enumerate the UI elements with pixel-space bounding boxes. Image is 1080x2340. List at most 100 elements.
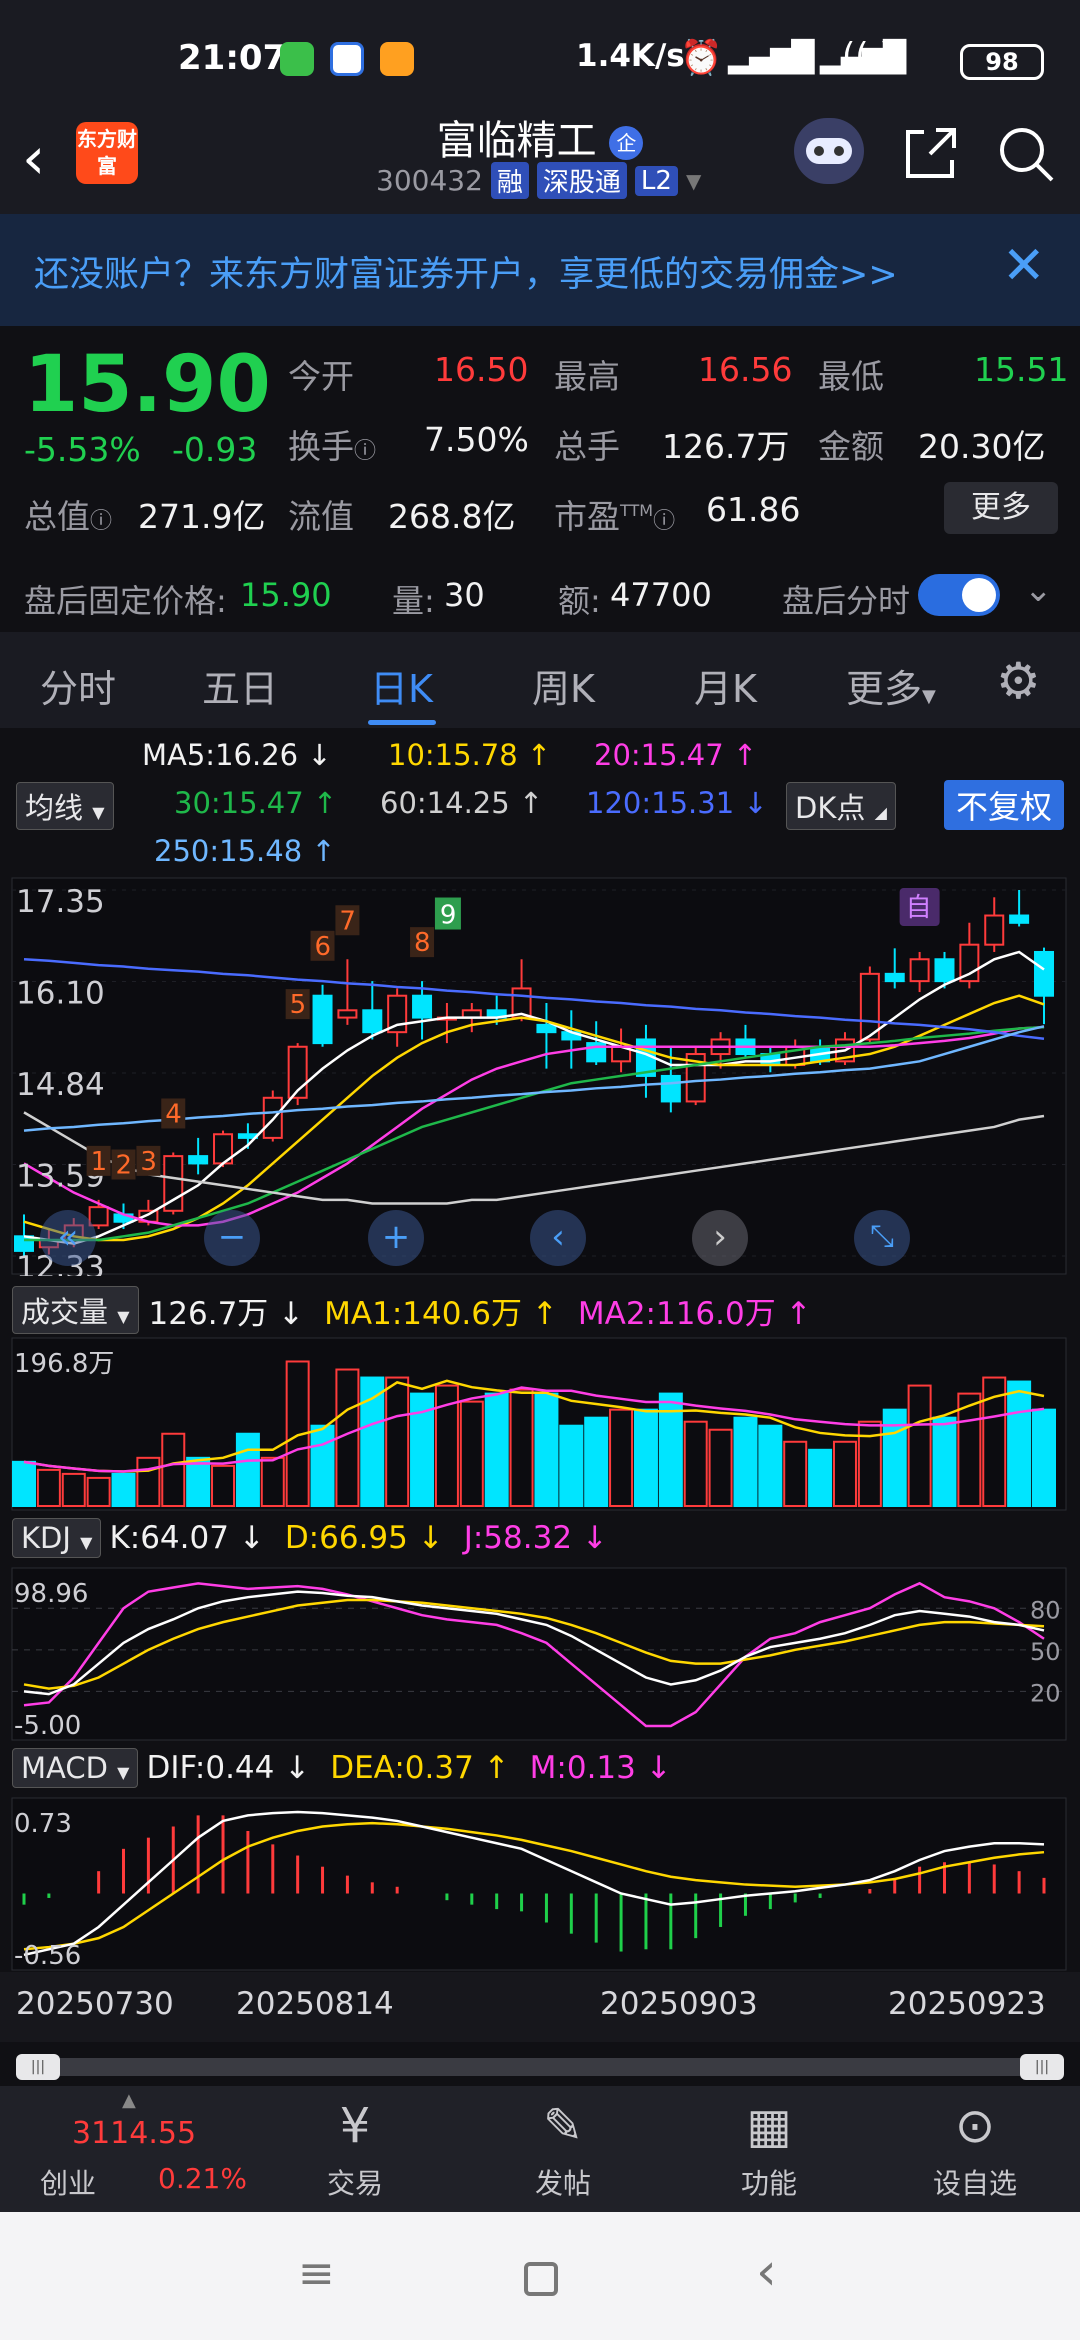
macd-chart[interactable]: 0.73 -0.56 <box>0 1796 1080 1972</box>
volume-ma2: MA2:116.0万 ↑ <box>577 1295 812 1332</box>
volume-button[interactable]: 成交量 ▼ <box>12 1286 139 1334</box>
chevron-left-icon[interactable]: ‹ <box>530 1210 586 1266</box>
volume-bar <box>235 1432 260 1507</box>
kdj_d-line <box>23 1598 1045 1690</box>
caret-down-icon[interactable]: ▼ <box>685 168 702 193</box>
info-icon[interactable]: ⓘ <box>90 509 113 534</box>
kdj-k: K:64.07 ↓ <box>109 1520 265 1556</box>
after-hours-vol-label: 量: <box>392 582 435 620</box>
eastmoney-logo: 东方财富 <box>76 122 138 184</box>
kdj-button[interactable]: KDJ ▼ <box>12 1518 102 1558</box>
count-marker: 5 <box>290 990 307 1020</box>
after-hours-toggle[interactable] <box>918 574 1000 616</box>
count-marker-bg <box>86 1145 111 1176</box>
volume-bar <box>808 1448 833 1507</box>
info-icon[interactable]: ⓘ <box>354 439 377 464</box>
range-scrollbar[interactable]: ||| ||| <box>16 2054 1064 2080</box>
volume-chart[interactable]: 196.8万 <box>0 1336 1080 1512</box>
scroll-handle-right[interactable]: ||| <box>1020 2054 1064 2080</box>
nav-add-watchlist[interactable]: ⊙ 设自选 <box>900 2098 1050 2202</box>
volume-value: 126.7万 ↓ <box>148 1295 305 1332</box>
chevrons-left-icon[interactable]: « <box>40 1210 96 1266</box>
nav-functions[interactable]: ▦ 功能 <box>694 2098 844 2202</box>
after-hours-toggle-label: 盘后分时 <box>782 582 911 620</box>
macd-button[interactable]: MACD ▼ <box>12 1748 139 1788</box>
ma30-label: 30:15.47 ↑ <box>174 786 338 820</box>
chevron-down-icon[interactable]: ⌄ <box>1024 570 1053 610</box>
volume-bar <box>857 1420 882 1507</box>
tab-5day[interactable]: 五日 <box>202 667 279 711</box>
volume-legend: 成交量 ▼ 126.7万 ↓ MA1:140.6万 ↑ MA2:116.0万 ↑ <box>12 1286 812 1334</box>
candle-body <box>312 994 333 1045</box>
settings-gear-icon[interactable]: ⚙ <box>996 652 1041 710</box>
volume-bar <box>658 1392 683 1508</box>
adjust-button[interactable]: 不复权 <box>944 780 1065 830</box>
expand-icon[interactable]: ⤡ <box>854 1210 910 1266</box>
tab-more[interactable]: 更多▼ <box>846 667 936 711</box>
count-marker-bg <box>285 989 310 1020</box>
volume-bar <box>61 1472 86 1508</box>
back-icon[interactable]: ‹ <box>756 2242 777 2302</box>
nav-trade[interactable]: ¥ 交易 <box>280 2098 430 2202</box>
candle-body <box>884 972 905 983</box>
period-tabs: 分时 五日 日K 周K 月K 更多▼ ⚙ <box>0 632 1080 728</box>
ma-button[interactable]: 均线 ▼ <box>16 782 114 830</box>
index-name[interactable]: 创业 <box>40 2167 97 2200</box>
stock-tags: 300432 融 深股通 L2 ▼ <box>376 162 701 199</box>
promo-banner[interactable]: 还没账户？来东方财富证券开户，享更低的交易佣金>> ✕ <box>0 214 1080 326</box>
home-icon[interactable] <box>524 2262 558 2296</box>
chevron-right-icon[interactable]: › <box>692 1210 748 1266</box>
kdj-chart[interactable]: 80 50 20 98.96 -5.00 <box>0 1566 1080 1742</box>
macd-top-tick: 0.73 <box>14 1809 72 1839</box>
more-button[interactable]: 更多 <box>944 482 1058 534</box>
menu-icon[interactable]: ≡ <box>298 2248 335 2299</box>
ma120-label: 120:15.31 ↓ <box>586 786 768 820</box>
kdj-level-label: 50 <box>1030 1638 1061 1666</box>
volume-bar <box>484 1392 509 1508</box>
volume-bar <box>832 1440 857 1507</box>
pe-value: 61.86 <box>706 490 801 529</box>
index-pct[interactable]: 0.21% <box>158 2162 247 2195</box>
promo-text[interactable]: 还没账户？来东方财富证券开户，享更低的交易佣金>> <box>34 255 898 295</box>
nav-post[interactable]: ✎ 发帖 <box>488 2098 638 2202</box>
tab-weekly-k[interactable]: 周K <box>532 667 595 711</box>
count-marker-bg <box>410 927 435 958</box>
share-icon[interactable] <box>902 124 960 182</box>
candle-body <box>1034 950 1054 997</box>
ma10-label: 10:15.78 ↑ <box>388 738 552 772</box>
amount-label: 金额 <box>818 427 884 466</box>
info-icon[interactable]: ⓘ <box>653 509 676 534</box>
wifi-icon: ((·)) <box>842 36 906 76</box>
caret-down-icon: ▼ <box>922 686 936 707</box>
ma120-line <box>23 958 1045 1040</box>
back-button[interactable]: ‹ <box>22 124 46 192</box>
search-icon[interactable] <box>996 124 1056 184</box>
robot-icon[interactable] <box>794 118 864 184</box>
self-marker: 自 <box>906 893 932 923</box>
open-value: 16.50 <box>434 350 529 389</box>
ma-legend: MA5:16.26 ↓ 10:15.78 ↑ 20:15.47 ↑ 均线 ▼ 3… <box>0 728 1080 878</box>
count-marker: 1 <box>91 1147 108 1177</box>
after-hours-amt-label: 额: <box>558 582 601 620</box>
candle-body <box>337 1009 358 1019</box>
candle-body <box>660 1074 681 1103</box>
ma20-label: 20:15.47 ↑ <box>594 738 758 772</box>
after-hours-label: 盘后固定价格: <box>24 582 227 620</box>
index-value[interactable]: 3114.55 <box>72 2116 197 2151</box>
tab-daily-k[interactable]: 日K <box>370 667 433 711</box>
turnover-label: 换手ⓘ <box>288 427 377 466</box>
macd-legend: MACD ▼ DIF:0.44 ↓ DEA:0.37 ↑ M:0.13 ↓ <box>12 1748 672 1788</box>
kdj-top-tick: 98.96 <box>14 1579 88 1609</box>
volume-bar <box>1007 1380 1032 1507</box>
tab-monthly-k[interactable]: 月K <box>694 667 757 711</box>
candle-body <box>984 914 1005 946</box>
close-icon[interactable]: ✕ <box>1002 236 1046 296</box>
zoom-out-button[interactable]: − <box>204 1210 260 1266</box>
zoom-in-button[interactable]: + <box>368 1210 424 1266</box>
count-marker: 6 <box>315 932 332 962</box>
tab-intraday[interactable]: 分时 <box>40 667 117 711</box>
ma60-line <box>23 1111 1045 1205</box>
scroll-handle-left[interactable]: ||| <box>16 2054 60 2080</box>
dk-point-button[interactable]: DK点 ◢ <box>786 782 896 830</box>
